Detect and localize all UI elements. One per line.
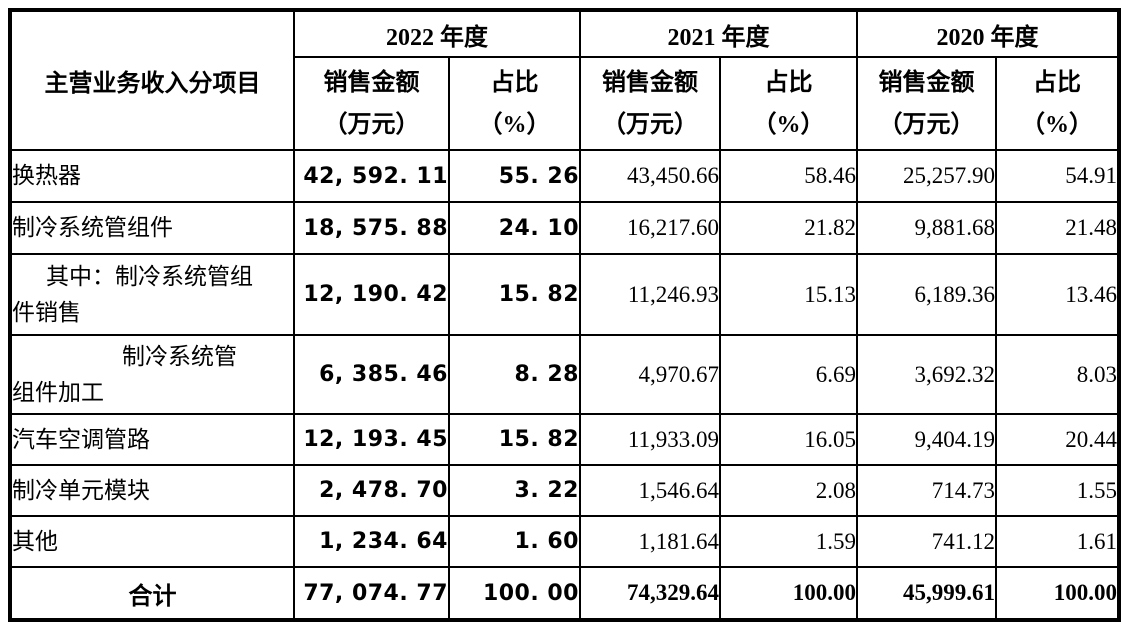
amount-cell-2022: 1, 234. 64	[293, 515, 450, 568]
year-header-2021: 2021 年度	[579, 9, 858, 58]
amount-header-unit: （万元）	[878, 111, 975, 138]
table-row-heat-exchanger: 换热器 42, 592. 11 55. 26 43,450.66 58.46 2…	[9, 149, 1120, 203]
ratio-cell-2020: 20.44	[995, 413, 1120, 466]
year-header-2022: 2022 年度	[293, 9, 581, 58]
ratio-header-2020: 占比 （%）	[995, 56, 1120, 151]
amount-cell-2020: 9,881.68	[856, 201, 997, 255]
amount-cell-2022: 6, 385. 46	[293, 334, 450, 415]
amount-cell-2021: 11,933.09	[579, 413, 721, 466]
ratio-cell-2022: 15. 82	[448, 413, 581, 466]
ratio-cell-2022: 55. 26	[448, 149, 581, 203]
amount-cell-2021: 1,181.64	[579, 515, 721, 568]
amount-cell-2021: 4,970.67	[579, 334, 721, 415]
amount-cell-2022: 42, 592. 11	[293, 149, 450, 203]
amount-cell-2022: 12, 193. 45	[293, 413, 450, 466]
row-label: 换热器	[12, 163, 81, 188]
amount-cell-2022: 12, 190. 42	[293, 253, 450, 336]
amount-cell-2020: 9,404.19	[856, 413, 997, 466]
amount-cell-2021: 1,546.64	[579, 464, 721, 517]
amount-cell-2021: 16,217.60	[579, 201, 721, 255]
ratio-cell-2021: 21.82	[719, 201, 858, 255]
ratio-cell-2020: 1.55	[995, 464, 1120, 517]
amount-header-2020: 销售金额 （万元）	[856, 56, 997, 151]
total-ratio-cell-2022: 100. 00	[448, 566, 581, 621]
amount-header-unit: （万元）	[323, 111, 420, 138]
table-row-cooling-unit-module: 制冷单元模块 2, 478. 70 3. 22 1,546.64 2.08 71…	[9, 464, 1120, 517]
total-amount-cell-2020: 45,999.61	[856, 566, 997, 621]
table-row-components-processing: 制冷系统管 组件加工 6, 385. 46 8. 28 4,970.67 6.6…	[9, 334, 1120, 415]
amount-header-2022: 销售金额 （万元）	[293, 56, 450, 151]
ratio-cell-2021: 16.05	[719, 413, 858, 466]
ratio-cell-2021: 6.69	[719, 334, 858, 415]
row-label-line1: 制冷系统管	[122, 343, 237, 369]
revenue-table-container: 主营业务收入分项目 2022 年度 2021 年度 2020 年度 销售金额 （…	[8, 8, 1121, 622]
revenue-breakdown-table: 主营业务收入分项目 2022 年度 2021 年度 2020 年度 销售金额 （…	[8, 8, 1121, 622]
ratio-cell-2022: 24. 10	[448, 201, 581, 255]
amount-cell-2022: 18, 575. 88	[293, 201, 450, 255]
ratio-cell-2022: 8. 28	[448, 334, 581, 415]
row-label-line1: 其中：制冷系统管组	[46, 263, 253, 289]
amount-cell-2021: 43,450.66	[579, 149, 721, 203]
row-label-cell: 换热器	[9, 149, 295, 203]
row-label-line2: 件销售	[12, 299, 81, 325]
amount-header-unit: （万元）	[602, 111, 698, 138]
ratio-cell-2022: 15. 82	[448, 253, 581, 336]
ratio-cell-2020: 13.46	[995, 253, 1120, 336]
ratio-cell-2021: 1.59	[719, 515, 858, 568]
amount-cell-2020: 741.12	[856, 515, 997, 568]
table-row-others: 其他 1, 234. 64 1. 60 1,181.64 1.59 741.12…	[9, 515, 1120, 568]
ratio-cell-2020: 21.48	[995, 201, 1120, 255]
ratio-cell-2022: 3. 22	[448, 464, 581, 517]
ratio-cell-2020: 1.61	[995, 515, 1120, 568]
amount-header-label: 销售金额	[323, 69, 420, 96]
row-label: 制冷单元模块	[12, 477, 150, 503]
table-row-auto-ac-piping: 汽车空调管路 12, 193. 45 15. 82 11,933.09 16.0…	[9, 413, 1120, 466]
ratio-header-unit: （%）	[752, 111, 825, 138]
amount-cell-2020: 25,257.90	[856, 149, 997, 203]
ratio-cell-2022: 1. 60	[448, 515, 581, 568]
amount-header-2021: 销售金额 （万元）	[579, 56, 721, 151]
amount-cell-2020: 6,189.36	[856, 253, 997, 336]
year-header-row: 主营业务收入分项目 2022 年度 2021 年度 2020 年度	[9, 9, 1120, 151]
ratio-cell-2021: 58.46	[719, 149, 858, 203]
row-label-cell: 制冷系统管 组件加工	[9, 334, 295, 415]
amount-header-label: 销售金额	[878, 69, 975, 96]
row-label-cell: 制冷单元模块	[9, 464, 295, 517]
total-amount-cell-2022: 77, 074. 77	[293, 566, 450, 621]
ratio-header-unit: （%）	[478, 111, 551, 138]
ratio-cell-2021: 2.08	[719, 464, 858, 517]
ratio-cell-2021: 15.13	[719, 253, 858, 336]
amount-cell-2022: 2, 478. 70	[293, 464, 450, 517]
ratio-header-2022: 占比 （%）	[448, 56, 581, 151]
row-label: 其他	[12, 528, 58, 554]
total-label-cell: 合计	[9, 566, 295, 621]
table-row-cooling-pipe-components: 制冷系统管组件 18, 575. 88 24. 10 16,217.60 21.…	[9, 201, 1120, 255]
row-label-line2: 组件加工	[12, 379, 104, 405]
ratio-header-unit: （%）	[1021, 111, 1093, 138]
row-label-cell: 其中：制冷系统管组 件销售	[9, 253, 295, 336]
sub-header-row: 销售金额 （万元） 占比 （%） 销售金额 （万元） 占比 （%） 销售金额 （…	[10, 56, 1120, 151]
ratio-header-label: 占比	[490, 69, 539, 96]
total-ratio-cell-2021: 100.00	[719, 566, 858, 621]
ratio-header-2021: 占比 （%）	[719, 56, 858, 151]
corner-header: 主营业务收入分项目	[9, 9, 295, 151]
total-ratio-cell-2020: 100.00	[995, 566, 1120, 621]
row-label: 汽车空调管路	[12, 426, 150, 452]
amount-cell-2020: 3,692.32	[856, 334, 997, 415]
amount-cell-2020: 714.73	[856, 464, 997, 517]
ratio-header-label: 占比	[1033, 69, 1081, 96]
row-label-cell: 汽车空调管路	[9, 413, 295, 466]
amount-cell-2021: 11,246.93	[579, 253, 721, 336]
row-label-cell: 制冷系统管组件	[9, 201, 295, 255]
row-label: 制冷系统管组件	[12, 215, 173, 240]
ratio-header-label: 占比	[764, 69, 813, 96]
total-amount-cell-2021: 74,329.64	[579, 566, 721, 621]
table-row-total: 合计 77, 074. 77 100. 00 74,329.64 100.00 …	[9, 566, 1120, 621]
row-label-cell: 其他	[9, 515, 295, 568]
table-row-components-sales: 其中：制冷系统管组 件销售 12, 190. 42 15. 82 11,246.…	[9, 253, 1120, 336]
ratio-cell-2020: 54.91	[995, 149, 1120, 203]
year-header-2020: 2020 年度	[856, 9, 1120, 58]
ratio-cell-2020: 8.03	[995, 334, 1120, 415]
amount-header-label: 销售金额	[602, 69, 698, 96]
